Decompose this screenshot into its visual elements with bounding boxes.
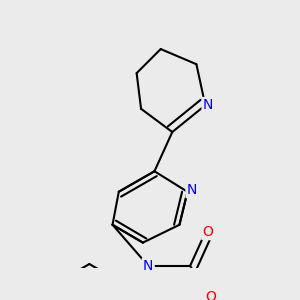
Text: N: N: [143, 259, 153, 273]
Text: N: N: [203, 98, 213, 112]
Text: O: O: [202, 225, 213, 239]
Text: O: O: [205, 290, 216, 300]
Text: N: N: [187, 183, 197, 197]
